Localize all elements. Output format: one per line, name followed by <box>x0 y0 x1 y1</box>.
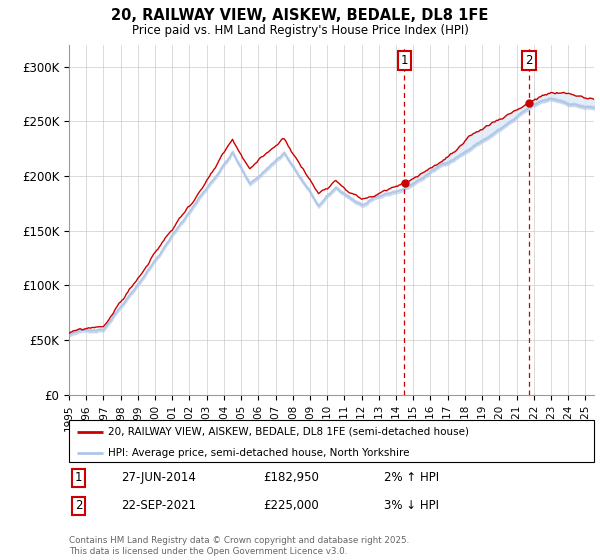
Text: 2: 2 <box>526 54 533 67</box>
Text: 1: 1 <box>401 54 408 67</box>
Text: Price paid vs. HM Land Registry's House Price Index (HPI): Price paid vs. HM Land Registry's House … <box>131 24 469 36</box>
Text: Contains HM Land Registry data © Crown copyright and database right 2025.
This d: Contains HM Land Registry data © Crown c… <box>69 536 409 556</box>
FancyBboxPatch shape <box>69 420 594 462</box>
Text: 22-SEP-2021: 22-SEP-2021 <box>121 500 197 512</box>
Text: £225,000: £225,000 <box>263 500 319 512</box>
Text: 20, RAILWAY VIEW, AISKEW, BEDALE, DL8 1FE (semi-detached house): 20, RAILWAY VIEW, AISKEW, BEDALE, DL8 1F… <box>109 427 469 437</box>
Text: £182,950: £182,950 <box>263 471 319 484</box>
Text: 27-JUN-2014: 27-JUN-2014 <box>121 471 196 484</box>
Text: 2% ↑ HPI: 2% ↑ HPI <box>384 471 439 484</box>
Text: 1: 1 <box>75 471 82 484</box>
Text: 3% ↓ HPI: 3% ↓ HPI <box>384 500 439 512</box>
Text: 20, RAILWAY VIEW, AISKEW, BEDALE, DL8 1FE: 20, RAILWAY VIEW, AISKEW, BEDALE, DL8 1F… <box>112 8 488 24</box>
Text: 2: 2 <box>75 500 82 512</box>
Text: HPI: Average price, semi-detached house, North Yorkshire: HPI: Average price, semi-detached house,… <box>109 448 410 458</box>
